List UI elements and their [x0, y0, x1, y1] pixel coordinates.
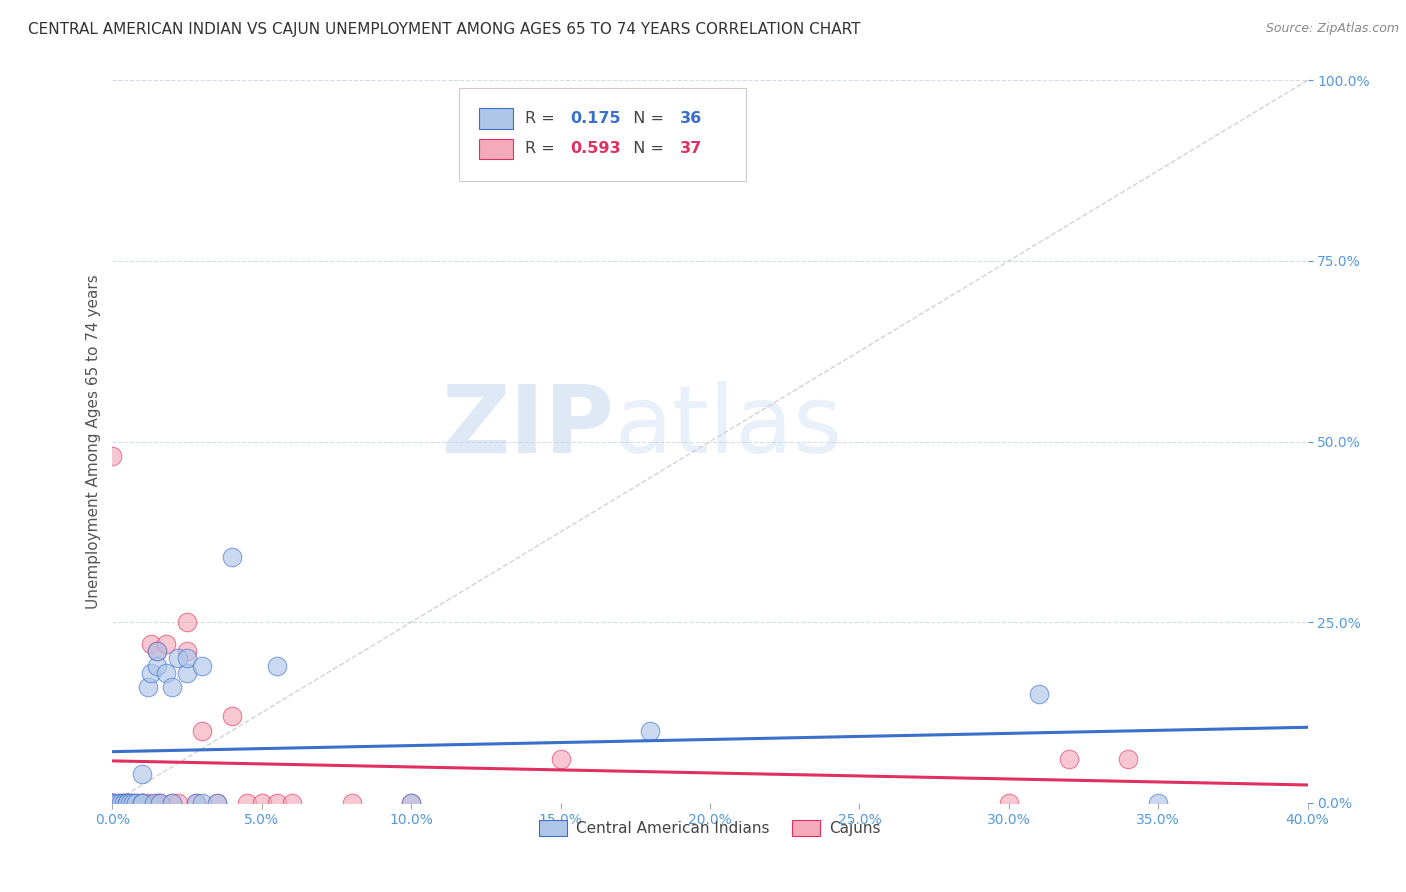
Point — [114, 796, 135, 810]
Point — [162, 680, 183, 694]
Text: 37: 37 — [681, 142, 703, 156]
Point — [149, 796, 172, 810]
Point — [110, 796, 132, 810]
Point — [125, 796, 148, 810]
Text: atlas: atlas — [614, 381, 842, 473]
Point — [1118, 752, 1140, 766]
Point — [101, 796, 124, 810]
Point — [167, 796, 190, 810]
Point — [101, 449, 124, 463]
Point — [191, 796, 214, 810]
Point — [236, 796, 259, 810]
Point — [101, 796, 124, 810]
Point — [131, 796, 153, 810]
Point — [640, 723, 662, 738]
Point — [101, 796, 124, 810]
Point — [141, 637, 163, 651]
Text: R =: R = — [524, 112, 560, 126]
Point — [162, 796, 183, 810]
Point — [101, 796, 124, 810]
Text: 0.593: 0.593 — [571, 142, 621, 156]
Point — [117, 796, 139, 810]
Point — [122, 796, 145, 810]
Text: ZIP: ZIP — [441, 381, 614, 473]
Point — [146, 796, 169, 810]
Point — [131, 796, 153, 810]
Point — [401, 796, 423, 810]
Point — [550, 752, 572, 766]
Point — [117, 796, 139, 810]
Point — [167, 651, 190, 665]
Point — [401, 796, 423, 810]
FancyBboxPatch shape — [458, 87, 747, 181]
Text: R =: R = — [524, 142, 560, 156]
Point — [138, 680, 160, 694]
Point — [110, 796, 132, 810]
Point — [131, 796, 153, 810]
Point — [221, 550, 243, 565]
Point — [125, 796, 148, 810]
Point — [1147, 796, 1170, 810]
Point — [120, 796, 142, 810]
Point — [101, 796, 124, 810]
Text: 0.175: 0.175 — [571, 112, 621, 126]
Text: N =: N = — [623, 142, 669, 156]
FancyBboxPatch shape — [479, 139, 513, 159]
Point — [281, 796, 304, 810]
Point — [998, 796, 1021, 810]
Point — [138, 796, 160, 810]
Point — [149, 796, 172, 810]
Point — [1057, 752, 1080, 766]
Text: 36: 36 — [681, 112, 703, 126]
Point — [176, 665, 198, 680]
Point — [120, 796, 142, 810]
Point — [191, 723, 214, 738]
Text: Source: ZipAtlas.com: Source: ZipAtlas.com — [1265, 22, 1399, 36]
Point — [117, 796, 139, 810]
Point — [146, 658, 169, 673]
Point — [176, 644, 198, 658]
Y-axis label: Unemployment Among Ages 65 to 74 years: Unemployment Among Ages 65 to 74 years — [86, 274, 101, 609]
Point — [131, 767, 153, 781]
Point — [266, 796, 288, 810]
Point — [146, 644, 169, 658]
Point — [266, 658, 288, 673]
Point — [141, 665, 163, 680]
Point — [131, 796, 153, 810]
Point — [155, 665, 177, 680]
Point — [107, 796, 129, 810]
Point — [162, 796, 183, 810]
Text: CENTRAL AMERICAN INDIAN VS CAJUN UNEMPLOYMENT AMONG AGES 65 TO 74 YEARS CORRELAT: CENTRAL AMERICAN INDIAN VS CAJUN UNEMPLO… — [28, 22, 860, 37]
FancyBboxPatch shape — [479, 109, 513, 128]
Point — [114, 796, 135, 810]
Point — [250, 796, 273, 810]
Text: N =: N = — [623, 112, 669, 126]
Legend: Central American Indians, Cajuns: Central American Indians, Cajuns — [533, 814, 887, 842]
Point — [186, 796, 208, 810]
Point — [186, 796, 208, 810]
Point — [101, 796, 124, 810]
Point — [221, 709, 243, 723]
Point — [176, 615, 198, 630]
Point — [122, 796, 145, 810]
Point — [191, 658, 214, 673]
Point — [107, 796, 129, 810]
Point — [340, 796, 363, 810]
Point — [205, 796, 228, 810]
Point — [146, 644, 169, 658]
Point — [176, 651, 198, 665]
Point — [1028, 687, 1050, 701]
Point — [155, 637, 177, 651]
Point — [205, 796, 228, 810]
Point — [143, 796, 166, 810]
